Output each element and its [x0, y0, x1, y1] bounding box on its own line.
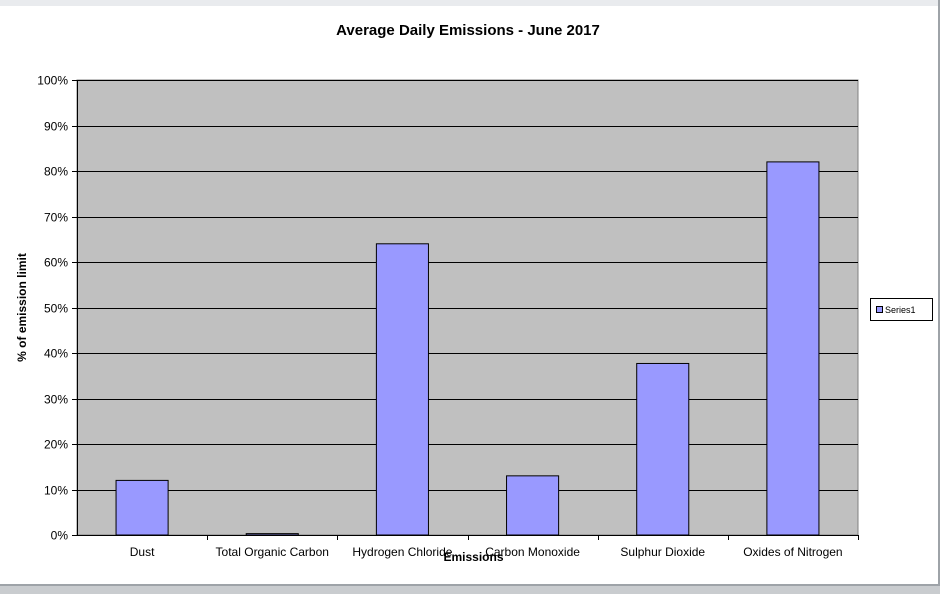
bar	[375, 243, 429, 536]
x-axis-title: Emissions	[443, 550, 503, 564]
window-bottom-strip	[0, 586, 940, 594]
y-tick-label: 50%	[44, 302, 68, 316]
x-tick-label: Oxides of Nitrogen	[743, 545, 842, 559]
x-tick-label: Carbon Monoxide	[485, 545, 580, 559]
plot-area	[76, 79, 859, 536]
y-tick-label: 40%	[44, 347, 68, 361]
x-tick-label: Dust	[130, 545, 155, 559]
y-tick-label: 90%	[44, 120, 68, 134]
y-tick-label: 30%	[44, 393, 68, 407]
y-tick-label: 80%	[44, 165, 68, 179]
bar	[636, 362, 690, 536]
legend-swatch	[876, 306, 883, 313]
y-axis-title: % of emission limit	[15, 253, 29, 362]
y-tick-label: 60%	[44, 256, 68, 270]
y-tick-label: 70%	[44, 211, 68, 225]
y-tick-label: 20%	[44, 438, 68, 452]
bar	[506, 475, 560, 536]
y-tick-label: 0%	[51, 529, 69, 543]
y-tick-label: 100%	[37, 74, 68, 88]
bar	[245, 533, 299, 536]
y-tick-label: 10%	[44, 484, 68, 498]
bar	[115, 479, 169, 536]
x-tick-label: Sulphur Dioxide	[620, 545, 705, 559]
legend-box	[870, 298, 933, 321]
x-tick-label: Total Organic Carbon	[216, 545, 329, 559]
chart-title: Average Daily Emissions - June 2017	[336, 22, 600, 39]
legend-label: Series1	[885, 305, 916, 315]
bar	[766, 161, 820, 536]
x-tick-label: Hydrogen Chloride	[352, 545, 452, 559]
